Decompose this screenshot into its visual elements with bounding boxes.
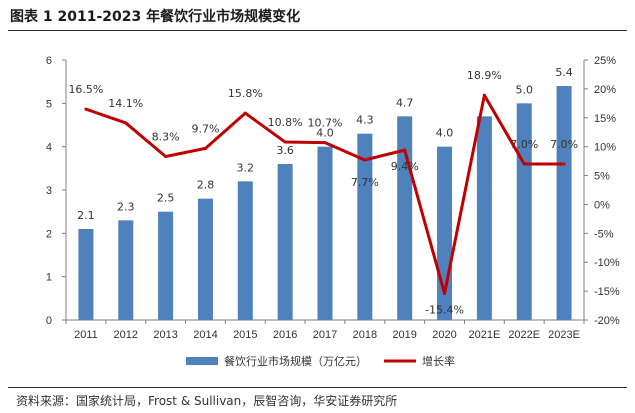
- y-right-tick-label: -10%: [594, 257, 620, 269]
- x-tick-label: 2017: [313, 329, 337, 341]
- bar: [277, 164, 293, 320]
- growth-point: [164, 154, 168, 158]
- x-tick-label: 2022E: [508, 329, 540, 341]
- y-right-tick-label: 20%: [594, 84, 616, 96]
- growth-point: [443, 291, 447, 295]
- growth-point: [84, 107, 88, 111]
- growth-data-label: 8.3%: [152, 130, 180, 143]
- y-left-tick-label: 0: [46, 315, 52, 327]
- bar-data-label: 4.0: [316, 127, 334, 140]
- x-tick-label: 2014: [193, 329, 217, 341]
- x-tick-label: 2018: [353, 329, 377, 341]
- bar: [158, 211, 174, 320]
- growth-point: [482, 93, 486, 97]
- y-left-tick-label: 6: [46, 55, 52, 67]
- bar-data-label: 4.7: [396, 96, 414, 109]
- bar: [317, 146, 333, 320]
- bar-data-label: 5.0: [515, 83, 533, 96]
- bar: [397, 116, 413, 320]
- growth-point: [124, 121, 128, 125]
- bar-data-label: 3.2: [237, 161, 255, 174]
- growth-data-label: 7.7%: [351, 176, 379, 189]
- bar-data-label: 5.4: [555, 66, 573, 79]
- x-tick-label: 2021E: [468, 329, 500, 341]
- growth-data-label: -15.4%: [425, 303, 464, 316]
- growth-point: [522, 162, 526, 166]
- x-tick-label: 2016: [273, 329, 297, 341]
- growth-data-label: 14.1%: [108, 97, 143, 110]
- source-rule: [8, 387, 627, 388]
- bar-data-label: 2.1: [77, 209, 95, 222]
- legend-bar-label: 餐饮行业市场规模（万亿元）: [224, 354, 367, 368]
- growth-data-label: 10.8%: [268, 116, 303, 129]
- y-right-tick-label: -5%: [594, 228, 614, 240]
- bar-data-label: 2.8: [197, 179, 215, 192]
- growth-data-label: 16.5%: [68, 83, 103, 96]
- x-tick-label: 2020: [432, 329, 456, 341]
- growth-data-label: 15.8%: [228, 87, 263, 100]
- y-left-tick-label: 2: [46, 228, 52, 240]
- bar: [357, 133, 373, 320]
- bar: [78, 229, 94, 320]
- chart: 0 1 2 3 4 5 6 -20% -15% -10% -5% 0% 5% 10% 15% 20% 25% 20…: [46, 55, 620, 368]
- growth-data-label: 7.0%: [510, 138, 538, 151]
- y-left-tick-label: 5: [46, 98, 52, 110]
- growth-data-label: 10.7%: [308, 117, 343, 130]
- growth-point: [562, 162, 566, 166]
- bar-data-label: 4.3: [356, 114, 374, 127]
- x-tick-label: 2013: [153, 329, 177, 341]
- bar-data-label: 3.6: [276, 144, 294, 157]
- y-right-tick-label: 25%: [594, 55, 616, 67]
- bar: [556, 86, 572, 320]
- legend-bar-swatch: [186, 357, 218, 365]
- data-labels: 2.1 2.3 2.5 2.8 3.2 3.6 4.0 4.3 4.7 4.0 5.0 5.4 16.5…: [68, 66, 578, 316]
- y-right-tick-label: -20%: [594, 315, 620, 327]
- y-right-tick-label: 10%: [594, 142, 616, 154]
- growth-point: [323, 141, 327, 145]
- growth-line: [84, 93, 566, 295]
- growth-data-label: 18.9%: [467, 69, 502, 82]
- bar-data-label: 4.0: [436, 127, 454, 140]
- growth-point: [363, 158, 367, 162]
- y-right-tick-label: -15%: [594, 286, 620, 298]
- x-tick-label: 2012: [114, 329, 138, 341]
- legend: 餐饮行业市场规模（万亿元） 增长率: [186, 354, 455, 368]
- growth-point: [203, 146, 207, 150]
- page-title: 图表 1 2011-2023 年餐饮行业市场规模变化: [10, 9, 301, 25]
- bar: [118, 220, 134, 320]
- x-tick-label: 2023E: [548, 329, 580, 341]
- bar-data-label: 2.5: [157, 192, 175, 205]
- bar: [476, 116, 492, 320]
- y-left-tick-label: 4: [46, 142, 52, 154]
- growth-data-label: 9.7%: [191, 122, 219, 135]
- growth-point: [243, 111, 247, 115]
- bar-data-label: 2.3: [117, 200, 135, 213]
- y-right-tick-label: 15%: [594, 113, 616, 125]
- growth-point: [283, 140, 287, 144]
- x-tick-label: 2019: [392, 329, 416, 341]
- legend-line-label: 增长率: [422, 354, 455, 368]
- x-tick-label: 2015: [233, 329, 257, 341]
- x-tick-label: 2011: [74, 329, 98, 341]
- y-right-tick-label: 5%: [594, 171, 610, 183]
- growth-point: [403, 148, 407, 152]
- growth-data-label: 9.4%: [391, 160, 419, 173]
- y-left-tick-label: 3: [46, 185, 52, 197]
- y-left-tick-label: 1: [46, 272, 52, 284]
- bar: [516, 103, 532, 320]
- title-rule: [8, 30, 627, 31]
- bar: [197, 198, 213, 320]
- growth-data-label: 7.0%: [550, 138, 578, 151]
- bar: [237, 181, 253, 320]
- source-note: 资料来源：国家统计局，Frost & Sullivan，辰智咨询，华安证券研究所: [16, 394, 398, 408]
- y-right-tick-label: 0%: [594, 199, 610, 211]
